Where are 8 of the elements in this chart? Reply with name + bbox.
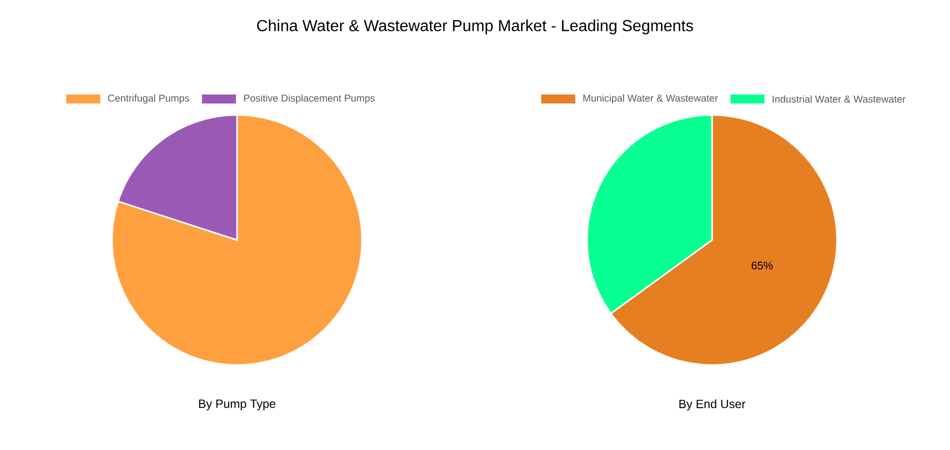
text: By Pump Type (199, 400, 276, 410)
data-label: 65% (752, 262, 773, 270)
legend-label: Municipal Water & Wastewater (583, 94, 718, 104)
legend-label: Industrial Water & Wastewater (772, 95, 906, 103)
text: China Water & Wastewater Pump Market - Leading Segments (257, 20, 694, 34)
legend-label: Centrifugal Pumps (108, 94, 190, 104)
text: By End User (679, 399, 746, 411)
legend-label: Positive Displacement Pumps (244, 94, 375, 104)
